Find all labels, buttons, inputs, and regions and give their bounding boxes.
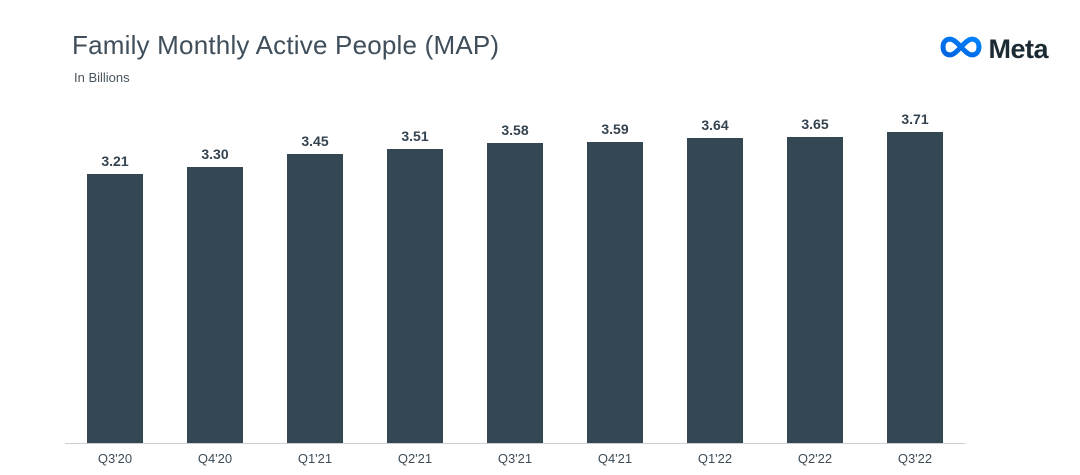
bar bbox=[787, 137, 843, 443]
x-axis-label: Q1'21 bbox=[297, 451, 333, 466]
bar-value-label: 3.21 bbox=[101, 153, 129, 169]
bar-group: 3.21 bbox=[65, 110, 165, 443]
x-axis-labels: Q3'20 Q4'20 Q1'21 Q2'21 Q3'21 Q4'21 Q1'22 Q2'22… bbox=[65, 451, 965, 466]
bar bbox=[287, 153, 343, 443]
bar-value-label: 3.58 bbox=[501, 122, 529, 138]
bar-columns: 3.21 3.30 3.45 3.51 3.58 3.59 3.64 3.65 3.71 bbox=[65, 110, 965, 443]
x-axis-label: Q3'20 bbox=[97, 451, 133, 466]
bar-value-label: 3.51 bbox=[401, 127, 429, 144]
bar-value-label: 3.71 bbox=[901, 111, 929, 128]
bar-chart: 3.21 3.30 3.45 3.51 3.58 3.59 3.64 3.65 3.71 Q3'… bbox=[65, 110, 965, 475]
bar-group: 3.30 bbox=[165, 110, 265, 443]
meta-wordmark: Meta bbox=[988, 34, 1048, 64]
bar-value-label: 3.65 bbox=[801, 116, 829, 133]
x-axis-label: Q4'20 bbox=[197, 451, 233, 466]
bar-group: 3.65 bbox=[765, 110, 865, 443]
bar-value-label: 3.45 bbox=[301, 132, 329, 149]
x-axis-label: Q1'22 bbox=[697, 451, 733, 466]
bar-group: 3.59 bbox=[565, 110, 665, 443]
bar bbox=[587, 142, 643, 443]
bar-value-label: 3.59 bbox=[601, 121, 629, 138]
meta-infinity-icon bbox=[939, 33, 983, 66]
bar bbox=[487, 143, 543, 443]
chart-units-subtitle: In Billions bbox=[74, 70, 130, 85]
bar-group: 3.58 bbox=[465, 110, 565, 443]
bar-group: 3.71 bbox=[865, 110, 965, 443]
page-title: Family Monthly Active People (MAP) bbox=[72, 30, 500, 60]
bar-group: 3.64 bbox=[665, 110, 765, 443]
bar bbox=[887, 132, 943, 443]
bar-group: 3.45 bbox=[265, 110, 365, 443]
meta-logo: Meta bbox=[939, 33, 1048, 66]
bar-value-label: 3.30 bbox=[201, 145, 229, 162]
bar bbox=[87, 174, 143, 443]
x-axis-label: Q3'21 bbox=[497, 451, 533, 466]
x-axis-label: Q3'22 bbox=[897, 451, 933, 466]
bar-value-label: 3.64 bbox=[701, 117, 729, 133]
bar bbox=[687, 138, 743, 443]
bar bbox=[387, 148, 443, 443]
x-axis-label: Q2'22 bbox=[797, 451, 833, 466]
bar bbox=[187, 166, 243, 443]
x-axis-line bbox=[65, 443, 965, 444]
x-axis-label: Q4'21 bbox=[597, 451, 633, 466]
bar-group: 3.51 bbox=[365, 110, 465, 443]
x-axis-label: Q2'21 bbox=[397, 451, 433, 466]
